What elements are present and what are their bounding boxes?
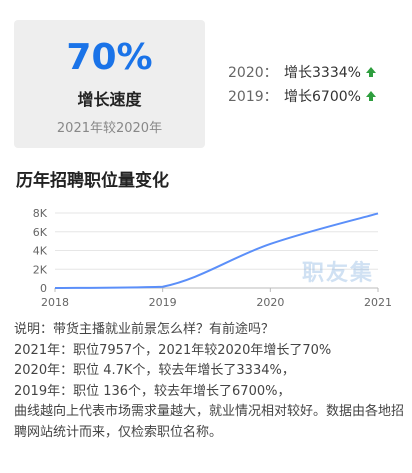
growth-rate-value: 70% [66, 37, 153, 78]
series-line [54, 212, 379, 289]
y-tick-label: 6K [33, 226, 48, 239]
note-line: 2020年：职位 4.7K个，较去年增长了3334%， [14, 363, 295, 378]
up-arrow-icon [365, 91, 376, 101]
growth-year: 2020： [228, 65, 278, 81]
note-line: 2019年：职位 136个，较去年增长了6700%， [14, 383, 291, 399]
x-tick-label: 2020 [256, 296, 284, 309]
y-tick-label: 0 [40, 282, 47, 295]
y-tick-label: 2K [33, 263, 48, 276]
growth-text: 增长6700% [284, 89, 361, 105]
note-line: 2021年：职位7957个，2021年较2020年增长了70% [14, 342, 332, 358]
growth-row-2020: 2020： 增长3334% [228, 62, 408, 86]
x-tick-label: 2021 [364, 296, 392, 309]
y-tick-label: 4K [33, 245, 48, 258]
job-count-line-chart: 0 2K 4K 6K 8K 2018 2019 2020 2021 [33, 207, 392, 309]
growth-rate-card: 70% 增长速度 2021年较2020年 [14, 20, 205, 148]
x-tick-label: 2019 [149, 296, 177, 309]
up-arrow-icon [365, 67, 376, 77]
section-title: 历年招聘职位量变化 [16, 171, 169, 191]
growth-rate-label: 增长速度 [77, 90, 142, 109]
growth-rate-comparison: 2021年较2020年 [56, 121, 163, 136]
growth-text: 增长3334% [284, 65, 361, 81]
note-line: 说明：带货主播就业前景怎么样？有前途吗？ [14, 322, 275, 337]
growth-row-2019: 2019： 增长6700% [228, 86, 408, 110]
y-tick-label: 8K [33, 207, 48, 220]
growth-year: 2019： [228, 89, 278, 105]
notes-block: 说明：带货主播就业前景怎么样？有前途吗？ 2021年：职位7957个，2021年… [14, 320, 404, 443]
x-tick-label: 2018 [41, 296, 69, 309]
watermark-logo: 职友集 [302, 261, 375, 286]
yearly-growth-list: 2020： 增长3334% 2019： 增长6700% [228, 62, 408, 110]
note-line: 曲线越向上代表市场需求量越大，就业情况相对较好。数据由各地招聘网站统计而来，仅检… [14, 404, 405, 440]
